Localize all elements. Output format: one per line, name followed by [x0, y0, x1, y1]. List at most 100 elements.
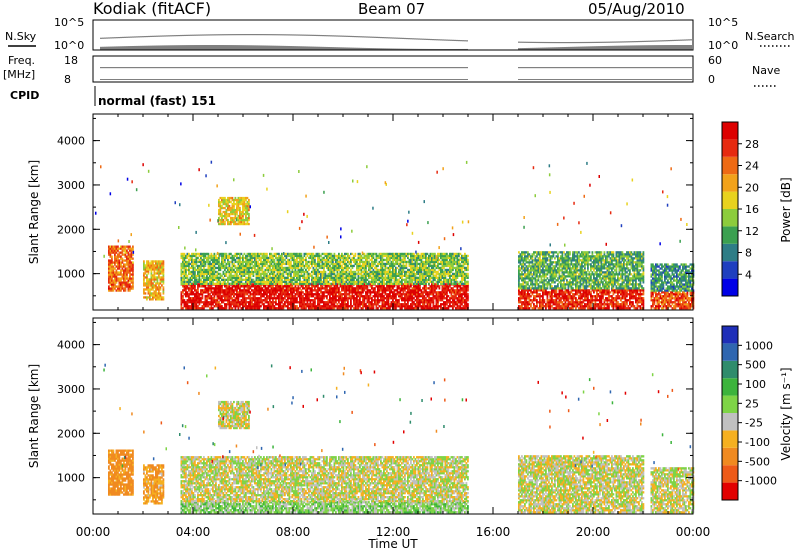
heatmap-cell	[303, 287, 306, 290]
heatmap-cell	[305, 258, 307, 262]
freq-dot	[366, 79, 368, 80]
freq-dot	[226, 79, 228, 80]
heatmap-cell	[123, 265, 125, 268]
nave-dot	[200, 67, 202, 69]
heatmap-cell	[236, 297, 238, 300]
nave-dot	[286, 67, 288, 69]
heatmap-cell	[293, 301, 295, 304]
heatmap-cell	[183, 299, 186, 302]
freq-dot	[278, 79, 280, 80]
heatmap-cell	[147, 290, 150, 293]
heatmap-cell	[147, 264, 150, 267]
heatmap-cell	[356, 307, 358, 310]
nsearch-dot	[112, 37, 114, 39]
nsky-bar	[650, 45, 652, 50]
heatmap-cell	[225, 295, 228, 298]
heatmap-cell	[161, 264, 163, 267]
heatmap-cell	[459, 307, 462, 310]
heatmap-cell	[111, 263, 113, 266]
heatmap-cell	[242, 262, 244, 266]
heatmap-cell	[435, 299, 438, 302]
heatmap-cell	[240, 252, 243, 256]
nsearch-dot	[520, 41, 522, 43]
nave-dot	[620, 67, 622, 69]
heatmap-cell	[386, 301, 388, 304]
heatmap-cell	[213, 301, 216, 304]
heatmap-cell	[188, 262, 190, 266]
heatmap-cell	[381, 305, 384, 308]
heatmap-cell	[127, 261, 130, 264]
heatmap-cell	[368, 305, 370, 308]
heatmap-cell	[342, 285, 345, 288]
heatmap-cell	[408, 295, 411, 298]
heatmap-cell	[161, 280, 163, 283]
heatmap-cell	[395, 293, 397, 296]
heatmap-cell	[254, 289, 256, 292]
heatmap-cell	[118, 253, 121, 256]
heatmap-cell	[239, 291, 241, 294]
heatmap-cell	[263, 293, 265, 296]
heatmap-cell	[461, 297, 463, 300]
heatmap-cell	[332, 293, 334, 296]
nsearch-dot	[426, 38, 428, 40]
heatmap-cell	[413, 291, 415, 294]
heatmap-cell	[189, 256, 192, 260]
freq-dot	[246, 79, 248, 80]
heatmap-cell	[437, 285, 439, 288]
heatmap-cell	[386, 295, 388, 298]
nave-dot	[518, 67, 520, 69]
heatmap-cell	[127, 285, 130, 288]
heatmap-cell	[210, 299, 213, 302]
heatmap-cell	[393, 301, 396, 304]
heatmap-cell	[324, 301, 327, 304]
heatmap-cell	[108, 261, 110, 264]
heatmap-cell	[124, 275, 127, 278]
heatmap-cell	[314, 258, 316, 262]
heatmap-cell	[413, 285, 415, 288]
heatmap-cell	[255, 291, 258, 294]
heatmap-cell	[132, 263, 134, 266]
heatmap-cell	[260, 301, 262, 304]
heatmap-cell	[428, 301, 430, 304]
nave-dot	[656, 67, 658, 69]
heatmap-cell	[452, 295, 454, 298]
heatmap-cell	[129, 261, 131, 264]
heatmap-cell	[218, 278, 220, 281]
heatmap-cell	[182, 266, 184, 270]
nsearch-dot	[458, 39, 460, 42]
heatmap-cell	[149, 282, 151, 285]
heatmap-cell	[204, 285, 207, 288]
heatmap-cell	[450, 287, 453, 290]
nsky-bar	[294, 46, 296, 50]
heatmap-cell	[239, 293, 241, 296]
heatmap-cell	[228, 289, 231, 292]
heatmap-cell	[242, 254, 244, 258]
heatmap-cell	[207, 291, 210, 294]
heatmap-cell	[117, 245, 119, 248]
heatmap-cell	[375, 299, 378, 302]
heatmap-cell	[389, 305, 391, 308]
nsearch-dot	[388, 37, 390, 39]
heatmap-cell	[111, 269, 113, 272]
heatmap-cell	[120, 247, 122, 250]
heatmap-cell	[456, 285, 459, 288]
heatmap-cell	[353, 297, 355, 300]
heatmap-cell	[345, 303, 348, 306]
heatmap-cell	[127, 289, 130, 292]
heatmap-cell	[348, 293, 351, 296]
heatmap-cell	[440, 305, 442, 308]
nave-dot	[356, 67, 358, 69]
heatmap-cell	[384, 291, 387, 294]
heatmap-cell	[195, 276, 198, 279]
heatmap-cell	[417, 289, 420, 292]
heatmap-cell	[303, 299, 306, 302]
heatmap-cell	[195, 291, 198, 294]
heatmap-cell	[417, 303, 420, 306]
heatmap-cell	[314, 303, 316, 306]
heatmap-cell	[402, 293, 405, 296]
heatmap-cell	[360, 287, 363, 290]
nsky-bar	[254, 45, 256, 50]
heatmap-cell	[399, 295, 402, 298]
freq-dot	[434, 79, 436, 80]
nsearch-dot	[634, 41, 636, 43]
